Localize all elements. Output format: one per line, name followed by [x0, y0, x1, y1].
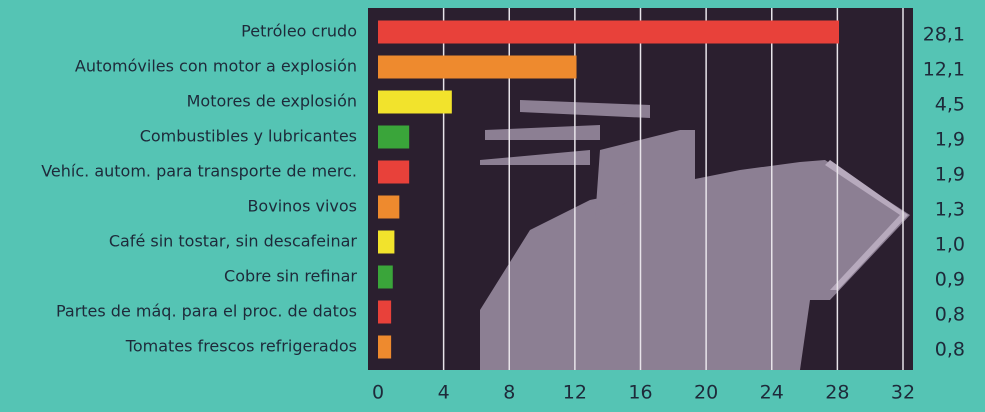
x-tick-label: 20: [694, 382, 718, 404]
value-label: 1,3: [935, 199, 965, 221]
category-label: Motores de explosión: [187, 92, 357, 111]
value-label: 1,9: [935, 129, 965, 151]
category-label: Bovinos vivos: [247, 197, 357, 216]
bar: [378, 230, 395, 254]
x-tick-label: 32: [891, 382, 915, 404]
x-tick-label: 4: [438, 382, 450, 404]
bar: [378, 335, 392, 359]
x-tick-label: 24: [760, 382, 784, 404]
value-label: 28,1: [923, 24, 965, 46]
bar: [378, 90, 452, 114]
value-label: 12,1: [923, 59, 965, 81]
category-label: Combustibles y lubricantes: [140, 127, 357, 146]
bar: [378, 125, 410, 149]
bar: [378, 160, 410, 184]
category-label: Vehíc. autom. para transporte de merc.: [41, 162, 357, 181]
x-tick-label: 0: [372, 382, 384, 404]
value-label: 0,8: [935, 304, 965, 326]
x-tick-label: 16: [628, 382, 652, 404]
x-tick-label: 28: [825, 382, 849, 404]
category-label: Petróleo crudo: [241, 22, 357, 41]
bar: [378, 20, 840, 44]
value-label: 1,0: [935, 234, 965, 256]
ship-silhouette: [480, 100, 910, 370]
bar: [378, 195, 400, 219]
bar: [378, 55, 577, 79]
category-label: Partes de máq. para el proc. de datos: [56, 302, 357, 321]
x-tick-label: 12: [563, 382, 587, 404]
category-label: Tomates frescos refrigerados: [125, 337, 357, 356]
value-label: 4,5: [935, 94, 965, 116]
category-label: Automóviles con motor a explosión: [75, 57, 357, 76]
value-label: 1,9: [935, 164, 965, 186]
ship-bow-line: [825, 160, 908, 290]
x-tick-label: 8: [503, 382, 515, 404]
value-label: 0,9: [935, 269, 965, 291]
bar: [378, 265, 393, 289]
value-label: 0,8: [935, 339, 965, 361]
category-label: Café sin tostar, sin descafeinar: [109, 232, 358, 251]
category-label: Cobre sin refinar: [224, 267, 357, 286]
bar: [378, 300, 392, 324]
